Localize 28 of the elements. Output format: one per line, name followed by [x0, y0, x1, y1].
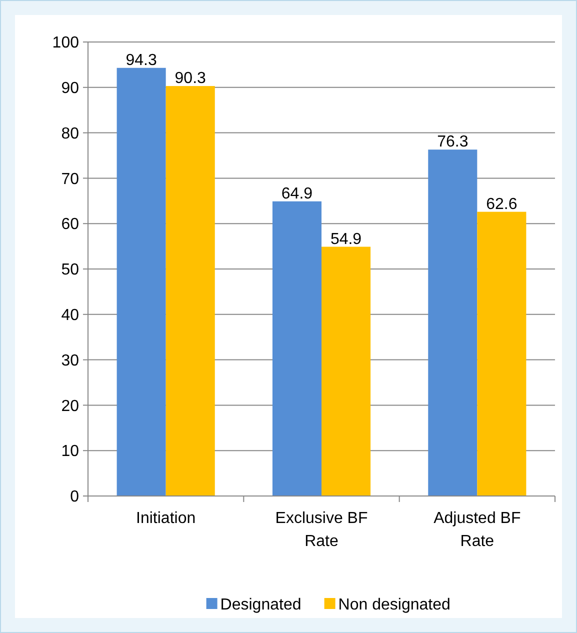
data-label: 94.3: [126, 52, 157, 69]
x-tick-label: Initiation: [136, 510, 196, 527]
y-tick-label: 90: [61, 80, 80, 97]
data-label: 62.6: [486, 196, 518, 213]
y-tick-label: 20: [61, 398, 80, 415]
bar: [322, 246, 371, 496]
bar: [116, 68, 166, 496]
data-label: 76.3: [437, 134, 468, 151]
y-tick-label: 50: [61, 262, 80, 279]
bar: [272, 201, 322, 496]
x-tick-label: Adjusted BF Rate: [434, 510, 521, 550]
y-tick-label: 10: [61, 443, 80, 460]
y-tick-label: 60: [61, 216, 80, 234]
bar: [428, 150, 478, 496]
y-tick-label: 30: [61, 352, 80, 370]
legend-label: Non designated: [338, 596, 450, 614]
legend-label: Designated: [220, 596, 302, 614]
data-label: 54.9: [330, 230, 362, 248]
y-tick-label: 100: [52, 34, 80, 52]
data-label: 90.3: [174, 70, 206, 88]
data-label: 64.9: [281, 185, 313, 202]
y-tick-label: 40: [61, 307, 80, 324]
bar: [166, 86, 215, 496]
y-tick-label: 80: [61, 125, 80, 142]
y-tick-label: 70: [61, 170, 80, 188]
y-tick-label: 0: [70, 488, 80, 506]
x-tick-label: Exclusive BF Rate: [275, 510, 368, 550]
bar: [477, 212, 526, 496]
